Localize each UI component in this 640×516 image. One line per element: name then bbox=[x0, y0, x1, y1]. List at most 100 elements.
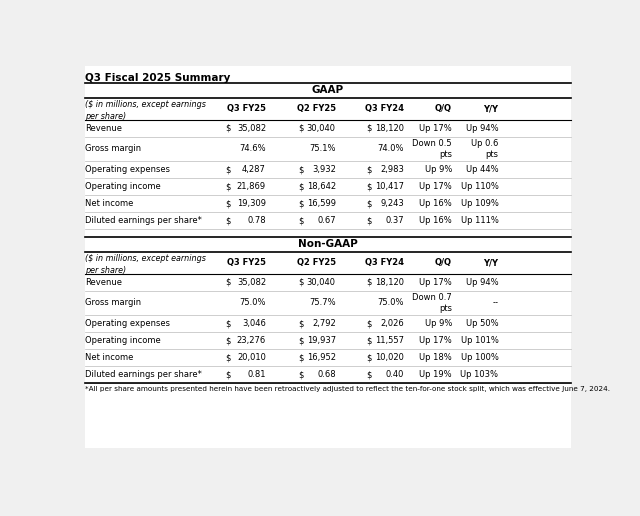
Text: 10,020: 10,020 bbox=[375, 353, 404, 362]
Text: Y/Y: Y/Y bbox=[483, 259, 499, 267]
Text: Non-GAAP: Non-GAAP bbox=[298, 239, 358, 249]
Text: Q3 Fiscal 2025 Summary: Q3 Fiscal 2025 Summary bbox=[84, 73, 230, 83]
Text: $: $ bbox=[366, 336, 371, 345]
Text: $: $ bbox=[226, 124, 231, 133]
Text: Up 17%: Up 17% bbox=[419, 182, 452, 191]
Text: $: $ bbox=[298, 216, 303, 225]
Text: Revenue: Revenue bbox=[84, 124, 122, 133]
Text: Down 0.5
pts: Down 0.5 pts bbox=[412, 139, 452, 158]
Text: $: $ bbox=[366, 199, 371, 208]
Text: Up 17%: Up 17% bbox=[419, 124, 452, 133]
Text: $: $ bbox=[226, 216, 231, 225]
Text: Up 103%: Up 103% bbox=[461, 370, 499, 379]
Text: Q/Q: Q/Q bbox=[435, 259, 452, 267]
Text: Up 9%: Up 9% bbox=[424, 319, 452, 328]
Text: Net income: Net income bbox=[84, 353, 133, 362]
Text: 19,937: 19,937 bbox=[307, 336, 336, 345]
Text: Up 17%: Up 17% bbox=[419, 336, 452, 345]
Text: $: $ bbox=[226, 182, 231, 191]
Text: 74.0%: 74.0% bbox=[378, 144, 404, 153]
Text: Up 16%: Up 16% bbox=[419, 216, 452, 225]
Text: $: $ bbox=[366, 124, 371, 133]
Text: Q3 FY25: Q3 FY25 bbox=[227, 104, 266, 114]
Text: 11,557: 11,557 bbox=[375, 336, 404, 345]
Text: 21,869: 21,869 bbox=[237, 182, 266, 191]
Text: $: $ bbox=[226, 319, 231, 328]
Text: $: $ bbox=[226, 165, 231, 174]
Text: --: -- bbox=[493, 298, 499, 308]
Text: 3,046: 3,046 bbox=[242, 319, 266, 328]
Text: Up 16%: Up 16% bbox=[419, 199, 452, 208]
Text: 0.67: 0.67 bbox=[317, 216, 336, 225]
Text: Y/Y: Y/Y bbox=[483, 104, 499, 114]
Text: Up 100%: Up 100% bbox=[461, 353, 499, 362]
Text: Q2 FY25: Q2 FY25 bbox=[296, 259, 336, 267]
Text: $: $ bbox=[366, 353, 371, 362]
Text: 0.78: 0.78 bbox=[248, 216, 266, 225]
Text: 0.37: 0.37 bbox=[385, 216, 404, 225]
Text: 75.0%: 75.0% bbox=[378, 298, 404, 308]
Text: Up 111%: Up 111% bbox=[461, 216, 499, 225]
Text: 3,932: 3,932 bbox=[312, 165, 336, 174]
Text: 0.40: 0.40 bbox=[385, 370, 404, 379]
Text: Up 17%: Up 17% bbox=[419, 278, 452, 287]
Text: Up 94%: Up 94% bbox=[466, 124, 499, 133]
Text: 16,599: 16,599 bbox=[307, 199, 336, 208]
Text: 10,417: 10,417 bbox=[375, 182, 404, 191]
Text: 74.6%: 74.6% bbox=[239, 144, 266, 153]
Text: Revenue: Revenue bbox=[84, 278, 122, 287]
Text: 20,010: 20,010 bbox=[237, 353, 266, 362]
Text: $: $ bbox=[298, 278, 303, 287]
Text: $: $ bbox=[298, 182, 303, 191]
Text: Operating income: Operating income bbox=[84, 182, 161, 191]
Text: 35,082: 35,082 bbox=[237, 124, 266, 133]
Text: $: $ bbox=[298, 319, 303, 328]
Text: 9,243: 9,243 bbox=[380, 199, 404, 208]
Text: $: $ bbox=[298, 165, 303, 174]
Text: Diluted earnings per share*: Diluted earnings per share* bbox=[84, 370, 202, 379]
Text: Up 0.6
pts: Up 0.6 pts bbox=[471, 139, 499, 158]
Text: $: $ bbox=[366, 165, 371, 174]
Text: 30,040: 30,040 bbox=[307, 278, 336, 287]
Text: ($ in millions, except earnings
per share): ($ in millions, except earnings per shar… bbox=[84, 254, 205, 275]
Text: $: $ bbox=[226, 336, 231, 345]
Text: Q3 FY24: Q3 FY24 bbox=[365, 104, 404, 114]
Text: Up 101%: Up 101% bbox=[461, 336, 499, 345]
Text: Up 94%: Up 94% bbox=[466, 278, 499, 287]
Text: 30,040: 30,040 bbox=[307, 124, 336, 133]
Text: 75.0%: 75.0% bbox=[239, 298, 266, 308]
Text: $: $ bbox=[226, 278, 231, 287]
Text: Q3 FY25: Q3 FY25 bbox=[227, 259, 266, 267]
Text: Up 50%: Up 50% bbox=[466, 319, 499, 328]
Text: $: $ bbox=[298, 370, 303, 379]
Text: Up 19%: Up 19% bbox=[419, 370, 452, 379]
Text: $: $ bbox=[366, 278, 371, 287]
Text: 35,082: 35,082 bbox=[237, 278, 266, 287]
Text: $: $ bbox=[366, 370, 371, 379]
Text: 16,952: 16,952 bbox=[307, 353, 336, 362]
Text: $: $ bbox=[298, 353, 303, 362]
Text: $: $ bbox=[366, 319, 371, 328]
Text: $: $ bbox=[298, 124, 303, 133]
Text: $: $ bbox=[298, 199, 303, 208]
Text: Operating expenses: Operating expenses bbox=[84, 165, 170, 174]
Text: $: $ bbox=[226, 199, 231, 208]
Text: Operating expenses: Operating expenses bbox=[84, 319, 170, 328]
Text: 2,026: 2,026 bbox=[380, 319, 404, 328]
Text: Diluted earnings per share*: Diluted earnings per share* bbox=[84, 216, 202, 225]
FancyBboxPatch shape bbox=[84, 66, 572, 448]
Text: $: $ bbox=[366, 182, 371, 191]
Text: 4,287: 4,287 bbox=[242, 165, 266, 174]
Text: *All per share amounts presented herein have been retroactively adjusted to refl: *All per share amounts presented herein … bbox=[84, 386, 610, 392]
Text: Up 44%: Up 44% bbox=[466, 165, 499, 174]
Text: Net income: Net income bbox=[84, 199, 133, 208]
Text: 2,792: 2,792 bbox=[312, 319, 336, 328]
Text: 18,642: 18,642 bbox=[307, 182, 336, 191]
Text: 2,983: 2,983 bbox=[380, 165, 404, 174]
Text: 23,276: 23,276 bbox=[237, 336, 266, 345]
Text: Gross margin: Gross margin bbox=[84, 144, 141, 153]
Text: 75.7%: 75.7% bbox=[309, 298, 336, 308]
Text: Operating income: Operating income bbox=[84, 336, 161, 345]
Text: Up 110%: Up 110% bbox=[461, 182, 499, 191]
Text: 75.1%: 75.1% bbox=[309, 144, 336, 153]
